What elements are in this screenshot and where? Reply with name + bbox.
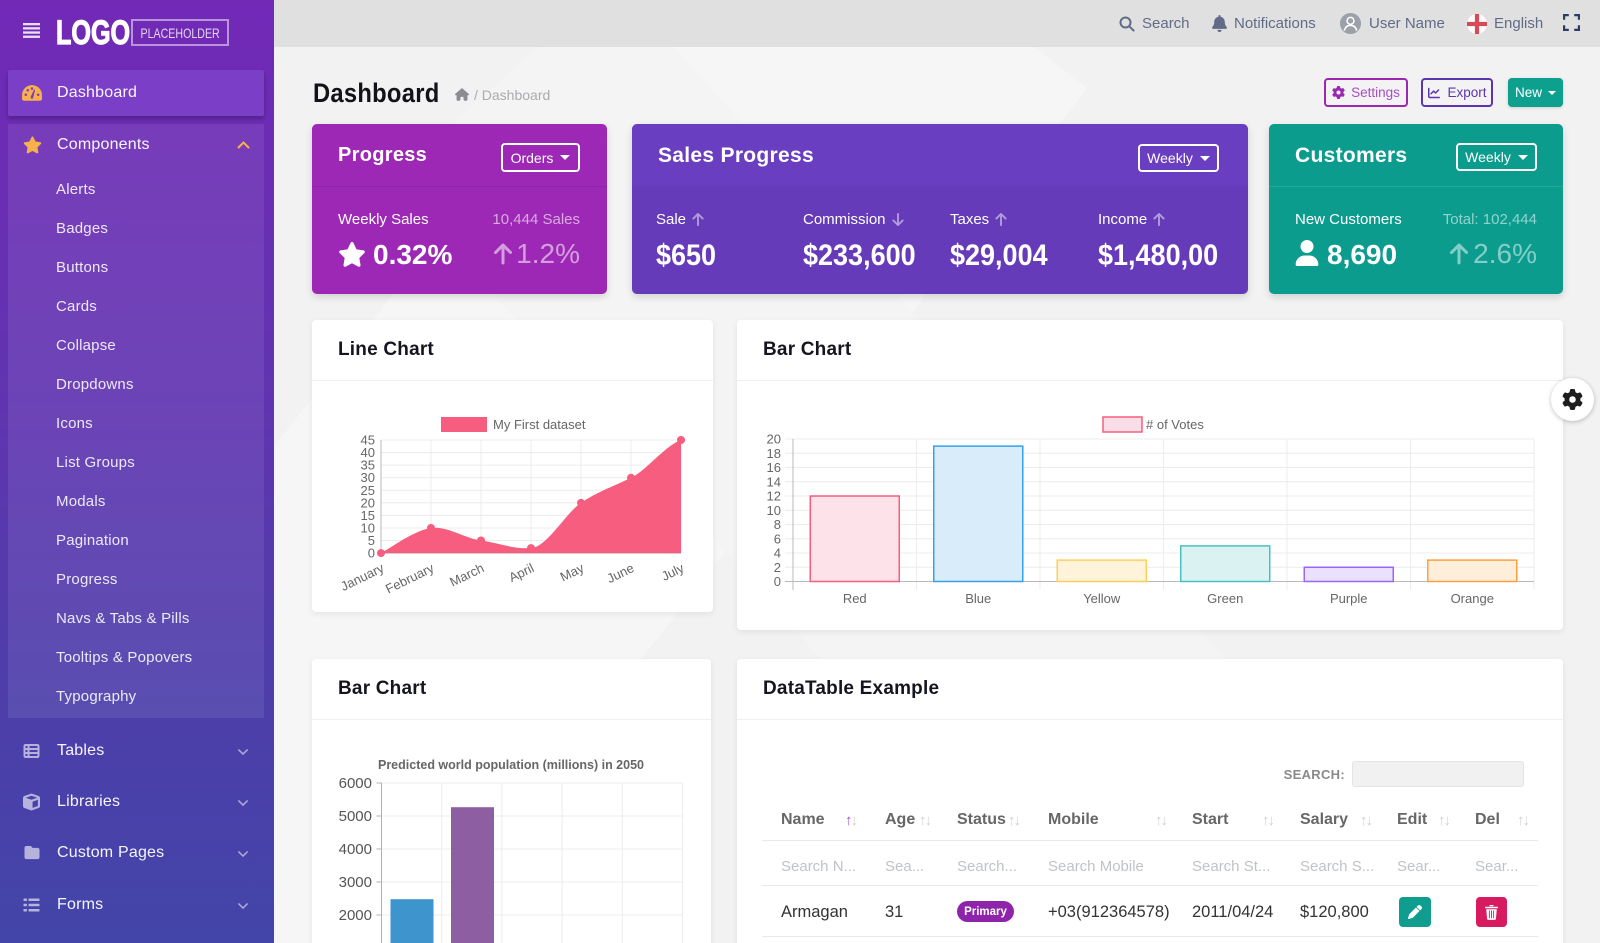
svg-text:20: 20 [361, 495, 375, 510]
svg-text:18: 18 [767, 446, 781, 461]
svg-text:5000: 5000 [339, 808, 372, 825]
svg-text:5: 5 [368, 533, 375, 548]
svg-text:14: 14 [767, 474, 781, 489]
svg-text:16: 16 [767, 460, 781, 475]
svg-text:June: June [604, 560, 636, 586]
svg-text:0: 0 [368, 546, 375, 561]
svg-text:4000: 4000 [339, 841, 372, 858]
svg-text:# of Votes: # of Votes [1146, 417, 1204, 432]
svg-text:Orange: Orange [1451, 591, 1494, 606]
svg-text:May: May [558, 560, 587, 584]
svg-text:25: 25 [361, 483, 375, 498]
svg-text:2000: 2000 [339, 907, 372, 924]
svg-text:Yellow: Yellow [1083, 591, 1121, 606]
svg-text:March: March [447, 560, 486, 589]
svg-text:6000: 6000 [339, 775, 372, 792]
svg-text:2: 2 [774, 560, 781, 575]
svg-text:45: 45 [361, 433, 375, 448]
svg-text:15: 15 [361, 508, 375, 523]
svg-text:3000: 3000 [339, 874, 372, 891]
svg-text:April: April [506, 560, 536, 585]
svg-text:8: 8 [774, 517, 781, 532]
svg-text:Green: Green [1207, 591, 1243, 606]
svg-text:January: January [338, 560, 387, 594]
svg-text:Predicted world population (mi: Predicted world population (millions) in… [378, 758, 644, 772]
svg-text:Red: Red [843, 591, 867, 606]
svg-text:10: 10 [361, 521, 375, 536]
svg-text:20: 20 [767, 432, 781, 447]
svg-text:6: 6 [774, 531, 781, 546]
svg-text:Purple: Purple [1330, 591, 1368, 606]
svg-text:Blue: Blue [965, 591, 991, 606]
svg-text:40: 40 [361, 445, 375, 460]
svg-text:July: July [659, 560, 687, 584]
svg-text:4: 4 [774, 546, 781, 561]
svg-text:My First dataset: My First dataset [493, 417, 586, 432]
svg-text:12: 12 [767, 489, 781, 504]
svg-text:0: 0 [774, 574, 781, 589]
svg-text:30: 30 [361, 470, 375, 485]
svg-text:35: 35 [361, 458, 375, 473]
svg-text:February: February [383, 560, 437, 597]
svg-text:10: 10 [767, 503, 781, 518]
